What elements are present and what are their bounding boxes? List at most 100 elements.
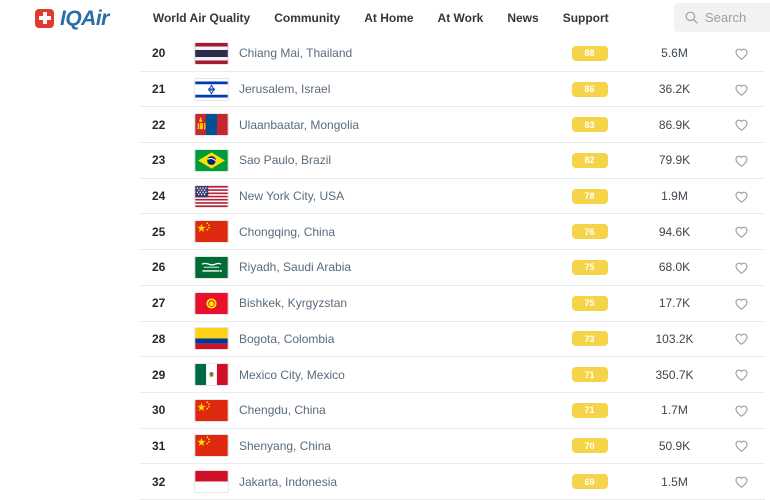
- logo-text: IQAir: [60, 8, 109, 29]
- aqi-cell: 71: [547, 402, 632, 418]
- table-row[interactable]: 31 Shenyang, China 70 50.9K: [140, 428, 765, 465]
- table-row[interactable]: 32 Jakarta, Indonesia 69 1.5M: [140, 464, 765, 500]
- nav-item-at-home[interactable]: At Home: [364, 11, 414, 25]
- aqi-badge: 75: [571, 259, 608, 275]
- rank-number: 30: [152, 403, 166, 418]
- city-link[interactable]: Ulaanbaatar, Mongolia: [239, 117, 360, 132]
- nav-item-world-air-quality[interactable]: World Air Quality: [152, 11, 251, 25]
- kyrgyzstan-flag-icon: [195, 292, 239, 314]
- city-link[interactable]: Riyadh, Saudi Arabia: [239, 260, 352, 275]
- table-row[interactable]: 30 Chengdu, China 71 1.7M: [140, 392, 765, 429]
- nav-item-at-work[interactable]: At Work: [437, 11, 484, 25]
- nav-item-support[interactable]: Support: [562, 11, 609, 25]
- mexico-flag-icon: [195, 364, 239, 386]
- table-row[interactable]: 20 Chiang Mai, Thailand 88 5.6M: [140, 36, 765, 72]
- rank-number: 24: [152, 189, 166, 204]
- city-link[interactable]: Chiang Mai, Thailand: [239, 46, 353, 61]
- rank-number: 31: [152, 438, 166, 453]
- aqi-badge: 82: [571, 152, 608, 168]
- followers-count: 94.6K: [658, 224, 691, 239]
- nav-item-news[interactable]: News: [507, 11, 539, 25]
- logo-text-iq: IQ: [60, 6, 82, 30]
- table-row[interactable]: 23 Sao Paulo, Brazil 82 79.9K: [140, 143, 765, 179]
- china-flag-icon: [195, 399, 239, 421]
- city-link[interactable]: Chengdu, China: [239, 403, 326, 418]
- city-link[interactable]: New York City, USA: [239, 189, 345, 204]
- table-row[interactable]: 25 Chongqing, China 76 94.6K: [140, 214, 765, 251]
- colombia-flag-icon: [195, 328, 239, 350]
- aqi-badge: 71: [571, 367, 608, 383]
- city-link[interactable]: Jakarta, Indonesia: [239, 474, 338, 489]
- heart-follow-button[interactable]: [733, 330, 750, 347]
- heart-follow-button[interactable]: [733, 437, 750, 454]
- aqi-cell: 71: [547, 367, 632, 383]
- heart-follow-button[interactable]: [733, 81, 750, 98]
- city-link[interactable]: Shenyang, China: [239, 438, 332, 453]
- heart-follow-button[interactable]: [733, 152, 750, 169]
- follow-cell: [717, 81, 765, 98]
- heart-follow-button[interactable]: [733, 223, 750, 240]
- brazil-flag-icon: [195, 149, 239, 171]
- heart-follow-button[interactable]: [733, 295, 750, 312]
- followers-count: 86.9K: [658, 117, 691, 132]
- follow-cell: [717, 259, 765, 276]
- city-link[interactable]: Mexico City, Mexico: [239, 367, 345, 382]
- aqi-badge: 88: [571, 45, 608, 61]
- swiss-cross-icon: [35, 8, 54, 28]
- heart-follow-button[interactable]: [733, 45, 750, 62]
- table-row[interactable]: 22 Ulaanbaatar, Mongolia 83 86.9K: [140, 107, 765, 144]
- follow-cell: [717, 330, 765, 347]
- aqi-cell: 83: [547, 117, 632, 133]
- indonesia-flag-icon: [195, 471, 239, 493]
- city-link[interactable]: Sao Paulo, Brazil: [239, 153, 332, 168]
- aqi-badge: 76: [571, 224, 608, 240]
- city-ranking-table: 20 Chiang Mai, Thailand 88 5.6M 21 Jerusalem,…: [140, 36, 765, 500]
- rank-number: 25: [152, 224, 166, 239]
- city-link[interactable]: Bogota, Colombia: [239, 331, 335, 346]
- follow-cell: [717, 437, 765, 454]
- table-row[interactable]: 26 Riyadh, Saudi Arabia 75 68.0K: [140, 250, 765, 286]
- heart-follow-button[interactable]: [733, 402, 750, 419]
- city-link[interactable]: Bishkek, Kyrgyzstan: [239, 296, 348, 311]
- table-row[interactable]: 28 Bogota, Colombia 73 103.2K: [140, 321, 765, 358]
- aqi-cell: 82: [547, 152, 632, 168]
- nav-item-community[interactable]: Community: [274, 11, 341, 25]
- followers-count: 50.9K: [658, 438, 691, 453]
- followers-count: 79.9K: [658, 153, 691, 168]
- heart-follow-button[interactable]: [733, 366, 750, 383]
- city-link[interactable]: Jerusalem, Israel: [239, 82, 331, 97]
- aqi-badge: 78: [571, 188, 608, 204]
- aqi-cell: 75: [547, 295, 632, 311]
- heart-follow-button[interactable]: [733, 188, 750, 205]
- followers-count: 36.2K: [658, 82, 691, 97]
- follow-cell: [717, 473, 765, 490]
- table-row[interactable]: 21 Jerusalem, Israel 86 36.2K: [140, 71, 765, 108]
- follow-cell: [717, 188, 765, 205]
- table-row[interactable]: 29 Mexico City, Mexico 71 350.7K: [140, 357, 765, 393]
- israel-flag-icon: [195, 78, 239, 100]
- heart-follow-button[interactable]: [733, 473, 750, 490]
- heart-follow-button[interactable]: [733, 116, 750, 133]
- city-link[interactable]: Chongqing, China: [239, 224, 336, 239]
- follow-cell: [717, 295, 765, 312]
- aqi-cell: 86: [547, 81, 632, 97]
- thailand-flag-icon: [195, 42, 239, 64]
- mongolia-flag-icon: [195, 114, 239, 136]
- aqi-badge: 70: [571, 438, 608, 454]
- aqi-cell: 73: [547, 331, 632, 347]
- search-input[interactable]: [705, 10, 763, 25]
- followers-count: 5.6M: [661, 46, 688, 61]
- rank-number: 23: [152, 153, 166, 168]
- aqi-badge: 71: [571, 402, 608, 418]
- followers-count: 103.2K: [655, 331, 694, 346]
- logo-text-air: Air: [81, 6, 109, 30]
- search-box[interactable]: [674, 3, 770, 32]
- table-row[interactable]: 27 Bishkek, Kyrgyzstan 75 17.7K: [140, 285, 765, 322]
- followers-count: 1.5M: [661, 474, 688, 489]
- iqair-logo[interactable]: IQAir: [35, 8, 109, 29]
- aqi-cell: 69: [547, 474, 632, 490]
- saudi-arabia-flag-icon: [195, 256, 239, 278]
- follow-cell: [717, 366, 765, 383]
- table-row[interactable]: 24 New York City, USA 78 1.9M: [140, 178, 765, 215]
- heart-follow-button[interactable]: [733, 259, 750, 276]
